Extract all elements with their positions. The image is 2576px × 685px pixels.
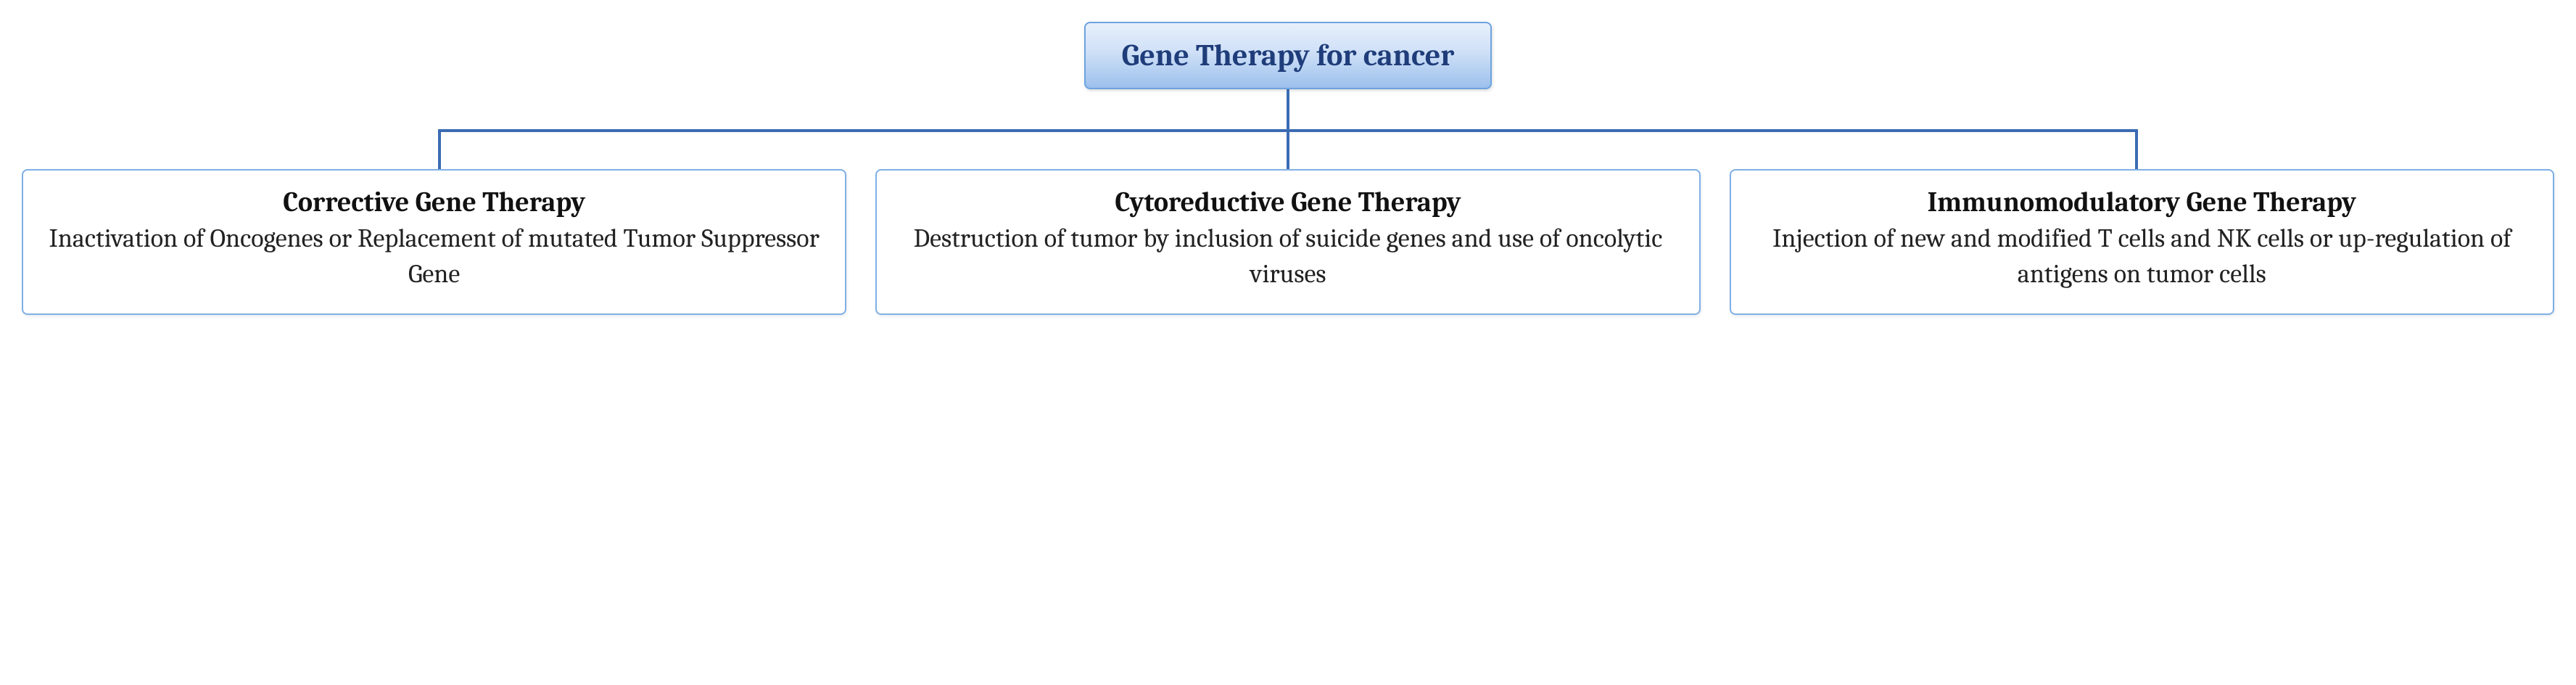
child-title: Cytoreductive Gene Therapy <box>897 186 1678 218</box>
child-description: Destruction of tumor by inclusion of sui… <box>914 223 1663 289</box>
children-row: Corrective Gene Therapy Inactivation of … <box>22 169 2554 315</box>
child-node-cytoreductive: Cytoreductive Gene Therapy Destruction o… <box>875 169 1700 315</box>
connector-child-vertical-1 <box>1287 129 1289 169</box>
child-title: Corrective Gene Therapy <box>44 186 825 218</box>
root-node: Gene Therapy for cancer <box>1084 22 1493 89</box>
child-title: Immunomodulatory Gene Therapy <box>1751 186 2532 218</box>
connector-region <box>22 89 2554 169</box>
connector-child-vertical-0 <box>438 129 441 169</box>
connector-main-vertical <box>1287 89 1289 129</box>
child-node-corrective: Corrective Gene Therapy Inactivation of … <box>22 169 846 315</box>
root-title: Gene Therapy for cancer <box>1122 38 1455 73</box>
child-description: Injection of new and modified T cells an… <box>1772 223 2511 289</box>
child-description: Inactivation of Oncogenes or Replacement… <box>49 223 820 289</box>
child-node-immunomodulatory: Immunomodulatory Gene Therapy Injection … <box>1730 169 2554 315</box>
gene-therapy-tree: Gene Therapy for cancer Corrective Gene … <box>22 22 2554 315</box>
connector-child-vertical-2 <box>2135 129 2138 169</box>
